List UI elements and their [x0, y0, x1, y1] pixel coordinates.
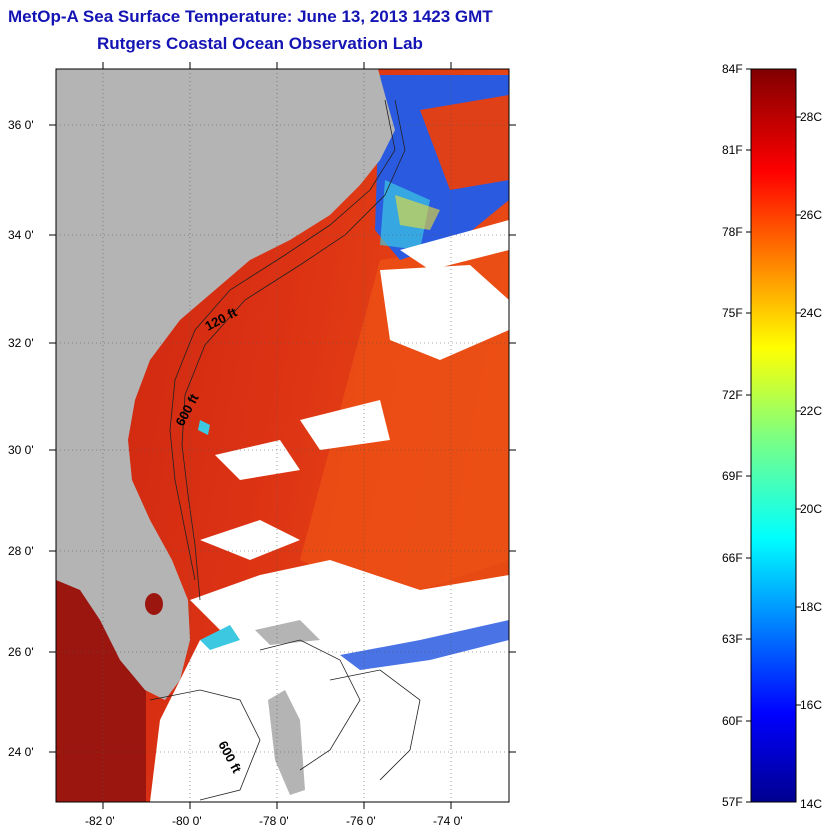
plot-frame: [55, 68, 510, 803]
colorbar-label-f: 60F: [722, 714, 743, 728]
lat-label: 34 0': [8, 228, 34, 242]
lon-label: -76 0': [346, 814, 376, 828]
colorbar-label-c: 20C: [800, 502, 823, 516]
colorbar-label-f: 75F: [722, 306, 743, 320]
cloud-mask: [380, 265, 509, 360]
isobath-600ft: [181, 99, 406, 601]
lake-okeechobee: [145, 593, 163, 615]
land-us-florida: [56, 69, 395, 700]
lat-label: 24 0': [8, 745, 34, 759]
colorbar-label-c: 16C: [800, 698, 823, 712]
colorbar-label-f: 72F: [722, 388, 743, 402]
colorbar-label-c: 22C: [800, 404, 823, 418]
map-subtitle: Rutgers Coastal Ocean Observation Lab: [97, 34, 423, 53]
colorbar-label-f: 57F: [722, 795, 743, 809]
colorbar-label-f: 78F: [722, 225, 743, 239]
colorbar-label-f: 63F: [722, 632, 743, 646]
colorbar-label-c: 26C: [800, 208, 823, 222]
colorbar-label-f: 84F: [722, 62, 743, 76]
map-title: MetOp-A Sea Surface Temperature: June 13…: [8, 7, 493, 26]
lat-label: 26 0': [8, 645, 34, 659]
lat-label: 32 0': [8, 336, 34, 350]
isobath-120ft: [169, 99, 396, 581]
colorbar-label-c: 28C: [800, 110, 823, 124]
colorbar-gradient: [750, 68, 797, 803]
colorbar-label-f: 81F: [722, 143, 743, 157]
lon-label: -74 0': [433, 814, 463, 828]
colorbar-label-c: 18C: [800, 600, 823, 614]
colorbar-label-f: 66F: [722, 551, 743, 565]
lat-label: 36 0': [8, 118, 34, 132]
land-bahamas: [268, 690, 305, 795]
lon-label: -78 0': [259, 814, 289, 828]
colorbar-label-f: 69F: [722, 469, 743, 483]
lat-label: 30 0': [8, 443, 34, 457]
colorbar-label-c: 24C: [800, 306, 823, 320]
lon-label: -80 0': [172, 814, 202, 828]
lon-label: -82 0': [85, 814, 115, 828]
colorbar-label-c: 14C: [800, 797, 823, 811]
lat-label: 28 0': [8, 544, 34, 558]
